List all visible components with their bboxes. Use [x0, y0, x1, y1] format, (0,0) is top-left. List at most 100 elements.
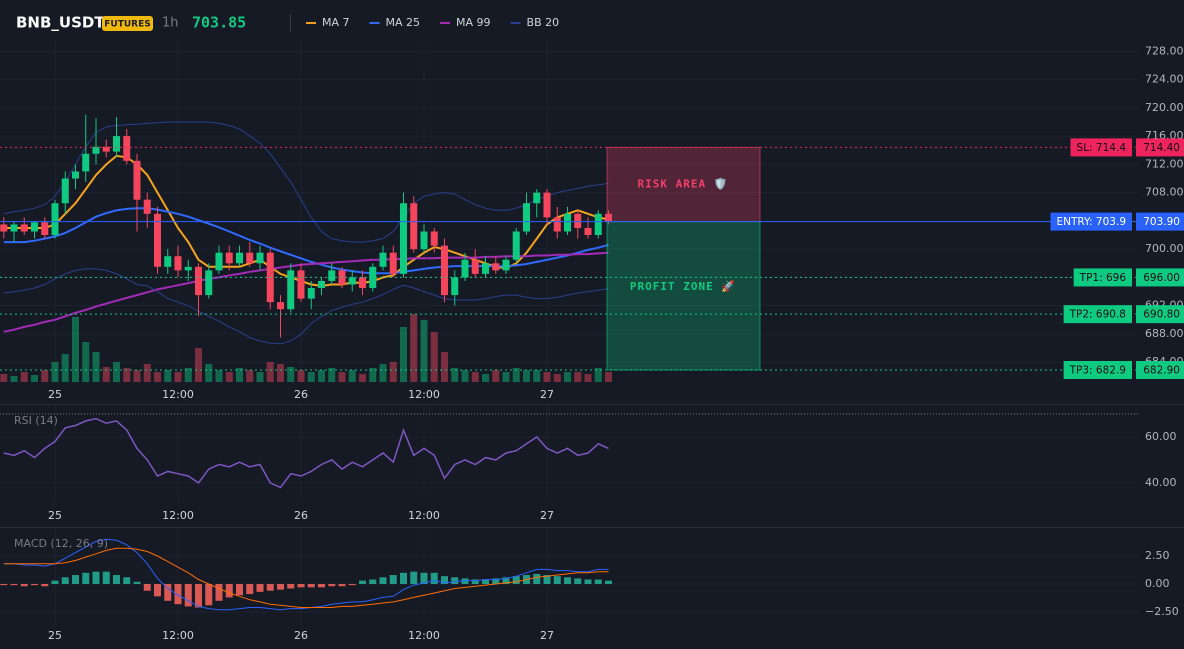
histogram-bar — [420, 572, 428, 585]
level-tag: TP2: 690.8 — [1069, 309, 1126, 321]
y-tick-label: 700.00 — [1145, 242, 1184, 255]
candle-body — [225, 252, 233, 264]
volume-bar — [92, 352, 100, 382]
candle-body — [92, 146, 100, 154]
volume-bar — [51, 362, 59, 382]
volume-bar — [0, 374, 8, 382]
histogram-bar — [564, 577, 571, 585]
candle-body — [512, 231, 520, 260]
x-tick-label: 12:00 — [162, 509, 194, 522]
volume-bar — [471, 372, 479, 382]
candle-body — [133, 160, 141, 200]
candle-body — [0, 224, 8, 232]
volume-bar — [533, 370, 541, 382]
marks-layer — [0, 114, 1138, 611]
histogram-bar — [61, 577, 69, 585]
candle-body — [523, 203, 530, 232]
histogram-bar — [379, 577, 387, 585]
candle-body — [10, 224, 18, 232]
y-tick-label: 708.00 — [1145, 186, 1184, 199]
volume-bar — [277, 364, 284, 382]
y-tick-label: 688.00 — [1145, 327, 1184, 340]
x-tick-label: 26 — [294, 509, 308, 522]
x-tick-label: 12:00 — [408, 629, 440, 642]
histogram-bar — [31, 584, 38, 586]
candle-body — [318, 280, 325, 289]
indicator-line — [3, 268, 609, 345]
candle-body — [389, 252, 397, 274]
volume-bar — [174, 372, 182, 382]
histogram-bar — [195, 584, 202, 608]
indicator-line — [3, 547, 609, 608]
x-tick-label: 27 — [540, 509, 554, 522]
candle-body — [174, 256, 182, 271]
volume-bar — [379, 364, 387, 382]
indicator-line — [3, 538, 609, 611]
histogram-bar — [389, 575, 397, 585]
x-tick-label: 12:00 — [408, 509, 440, 522]
indicator-line — [3, 251, 609, 333]
histogram-bar — [246, 584, 254, 595]
histogram-bar — [533, 573, 541, 585]
legend-label: MA 25 — [386, 16, 421, 29]
volume-bar — [113, 362, 120, 382]
histogram-bar — [297, 584, 305, 588]
volume-bar — [287, 367, 295, 382]
candle-body — [184, 266, 192, 271]
candle-body — [51, 203, 59, 236]
histogram-bar — [359, 580, 366, 585]
grid-layer: 728.00724.00720.00716.00712.00708.00704.… — [0, 40, 1184, 642]
candle-body — [102, 146, 110, 152]
volume-bar — [154, 372, 161, 382]
volume-bar — [359, 374, 366, 382]
zone-label: RISK AREA 🛡️ — [638, 178, 729, 191]
histogram-bar — [92, 571, 100, 585]
histogram-bar — [400, 572, 407, 585]
volume-bar — [564, 372, 571, 382]
volume-bar — [31, 375, 38, 382]
trade-zone — [606, 146, 761, 223]
volume-bar — [72, 317, 79, 382]
volume-bar — [543, 372, 551, 382]
candle-body — [605, 213, 612, 222]
y-tick-label: −2.50 — [1145, 605, 1179, 618]
level-tag-bg — [1063, 305, 1132, 324]
y-tick-label: 712.00 — [1145, 157, 1184, 170]
candle-body — [41, 222, 49, 236]
histogram-bar — [205, 584, 213, 606]
histogram-bar — [154, 584, 161, 597]
volume-bar — [420, 320, 428, 382]
histogram-bar — [174, 584, 182, 605]
volume-bar — [195, 348, 202, 382]
volume-bar — [328, 368, 336, 382]
candle-body — [348, 277, 356, 285]
histogram-bar — [266, 584, 274, 591]
candle-body — [441, 245, 448, 296]
trade-zone — [606, 221, 761, 371]
badge: FUTURES — [104, 20, 150, 30]
histogram-bar — [471, 579, 479, 585]
pane-title: MACD (12, 26, 9) — [14, 537, 108, 550]
legend-label: MA 99 — [456, 16, 491, 29]
candle-body — [328, 270, 336, 281]
candle-body — [246, 252, 254, 264]
candle-body — [461, 259, 469, 278]
level-tag: TP3: 682.9 — [1069, 364, 1126, 376]
level-price-bg — [1136, 212, 1184, 231]
legend-label: MA 7 — [322, 16, 350, 29]
candle-body — [82, 153, 90, 172]
volume-bar — [441, 352, 448, 382]
level-price: 714.40 — [1143, 142, 1180, 154]
histogram-bar — [512, 576, 520, 585]
candle-body — [543, 192, 551, 218]
histogram-bar — [482, 579, 489, 585]
histogram-bar — [113, 575, 120, 585]
level-price-bg — [1136, 268, 1184, 287]
level-tag: SL: 714.4 — [1077, 142, 1127, 154]
histogram-bar — [338, 584, 346, 587]
histogram-bar — [318, 584, 325, 588]
histogram-bar — [184, 584, 192, 607]
level-tag: ENTRY: 703.9 — [1057, 216, 1126, 228]
volume-bar — [451, 368, 459, 382]
